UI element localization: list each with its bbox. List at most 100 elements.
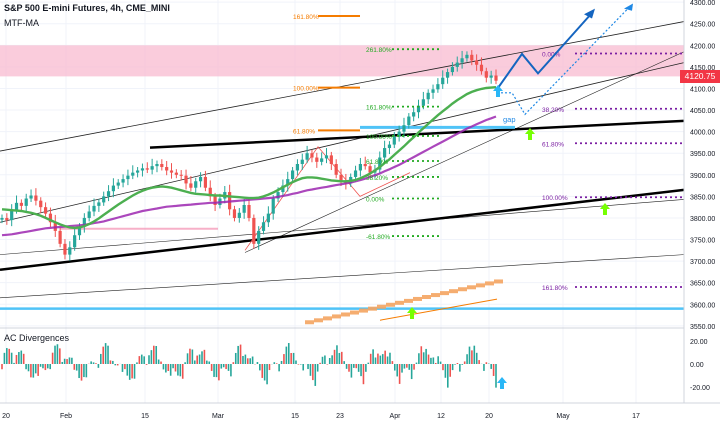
projection-block	[431, 293, 440, 298]
candle-body	[286, 179, 290, 186]
candle-body	[29, 195, 33, 199]
fib-level-label: 61.80%	[366, 159, 388, 166]
price-tick-label: 4250.00	[690, 22, 715, 29]
price-tick-label: 3950.00	[690, 151, 715, 158]
channel-upper-line	[0, 21, 685, 152]
candle-body	[387, 144, 392, 149]
candle-body	[68, 247, 72, 255]
candle-body	[97, 202, 101, 206]
rising-support-line	[244, 51, 685, 253]
candle-body	[445, 72, 450, 78]
candle-body	[63, 243, 67, 255]
candle-body	[87, 211, 91, 218]
projection-block	[476, 283, 485, 288]
projection-arrowhead	[584, 8, 595, 19]
price-tick-label: 4300.00	[690, 0, 715, 7]
indicator-label: MTF-MA	[4, 18, 39, 28]
channel-lower-line	[0, 62, 685, 223]
candle-body	[126, 175, 130, 180]
fib-level-label: -61.80%	[366, 234, 390, 241]
fib-level-label: 100.00%	[366, 134, 392, 141]
candle-body	[257, 230, 261, 244]
time-tick-label: 15	[141, 413, 149, 420]
candle-body	[194, 181, 198, 188]
time-tick-label: 23	[336, 413, 344, 420]
candle-body	[489, 75, 493, 78]
candle-body	[300, 159, 304, 164]
price-tick-label: 3900.00	[690, 173, 715, 180]
candle-body	[58, 230, 62, 244]
candle-body	[339, 174, 343, 182]
candle-body	[232, 209, 237, 218]
price-tick-label: 3650.00	[690, 281, 715, 288]
price-tick-label: 4150.00	[690, 65, 715, 72]
candle-body	[441, 77, 445, 85]
projection-block	[467, 285, 476, 290]
fib-level-label: 0.00%	[542, 52, 561, 59]
price-tick-label: 4100.00	[690, 86, 715, 93]
time-tick-label: Apr	[390, 413, 402, 420]
candle-body	[0, 217, 4, 220]
fib-level-label: 261.80%	[366, 47, 392, 54]
projection-block	[458, 287, 467, 292]
fib-level-label: 161.80%	[542, 285, 568, 292]
candle-body	[470, 54, 474, 61]
projection-block	[305, 320, 314, 325]
price-tick-label: 3550.00	[690, 324, 715, 331]
candle-body	[34, 195, 38, 201]
fib-level-label: 38.20%	[542, 107, 564, 114]
candle-body	[383, 148, 387, 158]
candle-body	[247, 205, 251, 218]
fib-level-label: 100.00%	[542, 195, 568, 202]
resistance-zone	[0, 45, 684, 77]
candle-body	[174, 172, 178, 175]
projection-block	[404, 298, 413, 303]
candle-body	[358, 164, 362, 171]
candle-body	[111, 185, 115, 192]
candle-body	[121, 179, 125, 183]
last-price-badge: 4120.75	[680, 70, 720, 83]
candle-body	[155, 164, 159, 167]
projection-block	[350, 310, 359, 315]
candle-body	[324, 155, 329, 159]
fib-level-label: 61.80%	[293, 128, 315, 135]
green-up-arrow	[407, 307, 417, 319]
pattern-line	[244, 146, 411, 251]
candle-body	[281, 185, 285, 193]
time-tick-label: 20	[2, 413, 10, 420]
candle-body	[450, 66, 455, 73]
projection-outline	[379, 298, 498, 321]
subpanel-title: AC Divergences	[4, 333, 70, 343]
projection-block	[341, 312, 350, 317]
fib-level-label: 0.00%	[366, 197, 385, 204]
candle-body	[73, 235, 77, 248]
candle-body	[261, 222, 266, 231]
candle-body	[266, 213, 270, 223]
price-tick-label: 3600.00	[690, 302, 715, 309]
projection-block	[332, 314, 341, 319]
green-up-arrow	[600, 203, 610, 215]
candle-body	[165, 167, 169, 171]
candle-body	[407, 116, 411, 126]
candle-body	[150, 166, 154, 170]
candle-body	[334, 164, 338, 175]
candle-body	[198, 176, 203, 182]
chart-title: S&P 500 E-mini Futures, 4h, CME_MINI	[4, 3, 170, 13]
candle-body	[131, 172, 135, 176]
candle-body	[416, 105, 421, 113]
major-support-line	[0, 188, 685, 271]
candle-body	[19, 202, 23, 206]
candle-body	[24, 198, 28, 206]
candle-body	[39, 200, 43, 208]
time-tick-label: May	[556, 413, 570, 420]
candle-body	[436, 84, 440, 90]
candle-body	[145, 168, 149, 170]
projection-block	[323, 316, 332, 321]
projection-block	[359, 308, 368, 313]
ma-fast-line	[1, 86, 497, 230]
bottom-trend-line	[0, 254, 685, 299]
price-tick-label: 4200.00	[690, 43, 715, 50]
candle-body	[136, 170, 140, 173]
